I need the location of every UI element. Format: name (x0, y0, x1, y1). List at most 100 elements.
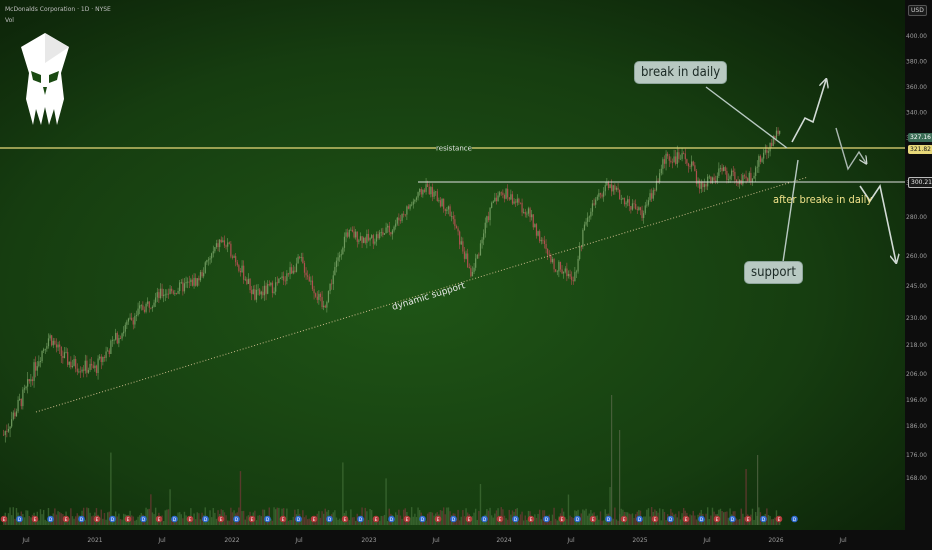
volume-bar (634, 514, 637, 525)
volume-bar (774, 517, 776, 525)
earnings-marker[interactable]: E (744, 515, 752, 523)
earnings-marker[interactable]: E (31, 515, 39, 523)
volume-bar (444, 514, 446, 525)
svg-text:E: E (344, 517, 347, 523)
earnings-marker[interactable]: E (186, 515, 194, 523)
volume-bar (25, 510, 27, 525)
earnings-marker[interactable]: E (682, 515, 690, 523)
candle-body (611, 184, 613, 192)
dividend-marker[interactable]: D (388, 515, 395, 523)
candle-body (643, 213, 645, 218)
dividend-marker[interactable]: D (605, 515, 612, 523)
dividend-marker[interactable]: D (729, 515, 736, 523)
earnings-marker[interactable]: E (651, 515, 659, 523)
candle-body (571, 276, 573, 281)
candle-body (505, 188, 507, 199)
volume-bar (322, 513, 325, 525)
earnings-marker[interactable]: E (279, 515, 287, 523)
y-tick-label: 196.00 (906, 397, 927, 404)
svg-text:E: E (530, 517, 533, 523)
earnings-marker[interactable]: E (775, 515, 783, 523)
dividend-marker[interactable]: D (357, 515, 364, 523)
earnings-marker[interactable]: E (248, 515, 256, 523)
volume-bar (228, 520, 230, 525)
candle-body (243, 265, 245, 280)
time-axis[interactable]: Jul 2021 Jul 2022 Jul 2023 Jul 2024 Jul 2025 Jul 20… (21, 537, 847, 544)
dividend-marker[interactable]: D (78, 515, 85, 523)
dividend-marker[interactable]: D (543, 515, 550, 523)
candle-body (289, 267, 291, 275)
candle-body (342, 247, 344, 255)
earnings-marker[interactable]: E (434, 515, 442, 523)
candle-body (187, 281, 189, 283)
earnings-marker[interactable]: E (310, 515, 318, 523)
candle-body (649, 193, 651, 201)
dividend-marker[interactable]: D (760, 515, 767, 523)
candle-body (353, 231, 355, 238)
dividend-marker[interactable]: D (419, 515, 426, 523)
dividend-marker[interactable]: D (636, 515, 643, 523)
dividend-marker[interactable]: D (450, 515, 457, 523)
earnings-marker[interactable]: E (713, 515, 721, 523)
svg-text:D: D (421, 517, 425, 523)
earnings-marker[interactable]: E (62, 515, 70, 523)
earnings-marker[interactable]: E (589, 515, 597, 523)
earnings-marker[interactable]: E (93, 515, 101, 523)
candle-body (14, 412, 16, 417)
candle-body (566, 268, 568, 277)
dividend-marker[interactable]: D (574, 515, 581, 523)
candle-body (129, 317, 131, 319)
dividend-marker[interactable]: D (16, 515, 23, 523)
earnings-marker[interactable]: E (620, 515, 628, 523)
volume-bar (89, 512, 91, 525)
dividend-marker[interactable]: D (264, 515, 271, 523)
earnings-marker[interactable]: E (465, 515, 473, 523)
after-break-label: after breake in daily (773, 193, 872, 206)
svg-text:E: E (282, 517, 285, 523)
currency-label[interactable]: USD (908, 5, 927, 16)
earnings-marker[interactable]: E (0, 515, 8, 523)
dividend-marker[interactable]: D (140, 515, 147, 523)
volume-bar (324, 508, 326, 525)
dividend-marker[interactable]: D (698, 515, 705, 523)
candle-body (211, 253, 213, 259)
candle-body (95, 365, 98, 373)
dividend-marker[interactable]: D (791, 515, 798, 523)
candle-body (772, 135, 774, 147)
earnings-marker[interactable]: E (496, 515, 504, 523)
earnings-marker[interactable]: E (124, 515, 132, 523)
candle-body (268, 284, 270, 286)
dividend-marker[interactable]: D (326, 515, 333, 523)
volume-bar (338, 518, 341, 525)
earnings-marker[interactable]: E (155, 515, 163, 523)
dividend-marker[interactable]: D (233, 515, 240, 523)
earnings-marker[interactable]: E (341, 515, 349, 523)
svg-text:D: D (328, 517, 332, 523)
volume-bar (110, 452, 112, 525)
earnings-marker[interactable]: E (558, 515, 566, 523)
dividend-marker[interactable]: D (512, 515, 519, 523)
candle-body (99, 356, 101, 359)
candle-body (532, 214, 534, 228)
volume-bar (558, 516, 560, 525)
dividend-marker[interactable]: D (667, 515, 674, 523)
dividend-marker[interactable]: D (481, 515, 488, 523)
candle-body (166, 293, 168, 295)
candle-body (433, 191, 435, 197)
earnings-marker[interactable]: E (372, 515, 380, 523)
candle-body (519, 202, 522, 204)
earnings-marker[interactable]: E (403, 515, 411, 523)
volume-bar (442, 507, 445, 525)
dividend-marker[interactable]: D (295, 515, 302, 523)
volume-bar (566, 519, 568, 525)
candle-body (417, 192, 419, 198)
earnings-marker[interactable]: E (217, 515, 225, 523)
dividend-marker[interactable]: D (171, 515, 178, 523)
candle-body (667, 153, 669, 157)
earnings-marker[interactable]: E (527, 515, 535, 523)
volume-bar (270, 518, 272, 525)
dividend-marker[interactable]: D (47, 515, 54, 523)
dividend-marker[interactable]: D (202, 515, 209, 523)
volume-bar (262, 509, 264, 525)
dividend-marker[interactable]: D (109, 515, 116, 523)
